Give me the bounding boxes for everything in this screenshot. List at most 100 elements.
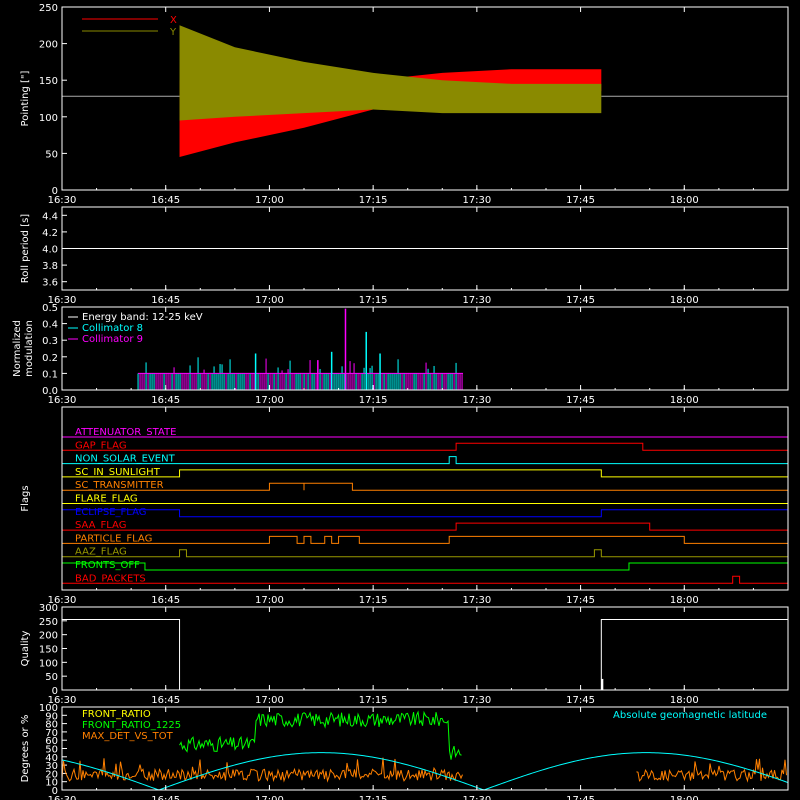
- quality-ytick-label: 200: [39, 631, 58, 642]
- quality-xtick-label: 17:15: [359, 695, 388, 706]
- pointing-ytick-label: 0: [52, 186, 58, 197]
- pointing-frame: [61, 6, 789, 191]
- modulation-xtick-label: 16:45: [151, 395, 180, 406]
- ratios-ytick-label: 40: [45, 753, 58, 764]
- quality-ytick-label: 300: [39, 603, 58, 614]
- flag-line-SAA_FLAG: [62, 522, 788, 531]
- modulation-legend-label: Energy band: 12-25 keV: [82, 312, 203, 323]
- ratios-legend-label: FRONT_RATIO_1225: [82, 720, 181, 731]
- pointing-ylabel: Pointing ["]: [20, 70, 31, 126]
- ratios-ytick-label: 80: [45, 720, 58, 731]
- flags-xtick-label: 16:30: [48, 595, 77, 606]
- roll-xtick-label: 16:45: [151, 295, 180, 306]
- pointing-ytick-label: 150: [39, 76, 58, 87]
- flags-xtick-label: 17:15: [359, 595, 388, 606]
- quality-ylabel: Quality: [20, 631, 31, 667]
- ratios-ytick-label: 70: [45, 728, 58, 739]
- quality-ytick-label: 100: [39, 658, 58, 669]
- modulation-xtick-label: 17:45: [566, 395, 595, 406]
- flags-xtick-label: 16:45: [151, 595, 180, 606]
- modulation-xtick-label: 16:30: [48, 395, 77, 406]
- ratios-ytick-label: 30: [45, 761, 58, 772]
- flags-xtick-label: 18:00: [670, 595, 699, 606]
- modulation-legend-label: Collimator 9: [82, 334, 143, 345]
- roll-ytick-label: 4.4: [42, 211, 58, 222]
- ratios-xtick-label: 16:45: [151, 795, 180, 800]
- flag-label-ATTENUATOR_STATE: ATTENUATOR_STATE: [75, 427, 176, 438]
- quality-ytick-label: 150: [39, 645, 58, 656]
- ratios-ytick-label: 90: [45, 711, 58, 722]
- flag-label-FRONTS_OFF: FRONTS_OFF: [75, 560, 140, 571]
- ratios-series-FRONT_RATIO_1225: [179, 710, 462, 760]
- roll-xtick-label: 17:30: [462, 295, 491, 306]
- flag-label-PARTICLE_FLAG: PARTICLE_FLAG: [75, 533, 152, 544]
- quality-xtick-label: 18:00: [670, 695, 699, 706]
- modulation-ytick-label: 0.5: [42, 303, 58, 314]
- roll-xtick-label: 18:00: [670, 295, 699, 306]
- roll-ytick-label: 4.0: [42, 245, 58, 256]
- pointing-legend-label: Y: [169, 27, 177, 38]
- modulation-ytick-label: 0.0: [42, 386, 58, 397]
- modulation-ytick-label: 0.4: [42, 320, 58, 331]
- quality-series: [62, 618, 788, 691]
- flag-line-ECLIPSE_FLAG: [61, 509, 789, 518]
- modulation-ylabel: Normalized: [12, 320, 23, 377]
- quality-xtick-label: 16:45: [151, 695, 180, 706]
- pointing-xtick-label: 16:45: [151, 195, 180, 206]
- flags-ylabel: Flags: [20, 485, 31, 511]
- quality-xtick-label: 17:45: [566, 695, 595, 706]
- flag-line-FRONTS_OFF: [61, 562, 789, 571]
- pointing-xtick-label: 16:30: [48, 195, 77, 206]
- quality-xtick-label: 17:00: [255, 695, 284, 706]
- pointing-ytick-label: 100: [39, 113, 58, 124]
- flag-label-GAP_FLAG: GAP_FLAG: [75, 440, 127, 451]
- ratios-ytick-label: 0: [52, 786, 58, 797]
- ratios-ytick-label: 100: [39, 703, 58, 714]
- flags-xtick-label: 17:45: [566, 595, 595, 606]
- modulation-ytick-label: 0.3: [42, 336, 58, 347]
- pointing-xtick-label: 17:45: [566, 195, 595, 206]
- flag-label-SC_IN_SUNLIGHT: SC_IN_SUNLIGHT: [75, 467, 161, 478]
- roll-frame: [61, 206, 789, 291]
- flag-label-SC_TRANSMITTER: SC_TRANSMITTER: [75, 480, 164, 491]
- modulation-ylabel: modulation: [24, 320, 35, 377]
- roll-xtick-label: 17:00: [255, 295, 284, 306]
- roll-xtick-label: 16:30: [48, 295, 77, 306]
- roll-xtick-label: 17:15: [359, 295, 388, 306]
- modulation-xtick-label: 17:15: [359, 395, 388, 406]
- roll-ytick-label: 3.8: [42, 261, 58, 272]
- pointing-ytick-label: 250: [39, 3, 58, 14]
- pointing-xtick-label: 18:00: [670, 195, 699, 206]
- ratios-xtick-label: 16:30: [48, 795, 77, 800]
- pointing-ytick-label: 200: [39, 40, 58, 51]
- flag-label-AAZ_FLAG: AAZ_FLAG: [75, 547, 127, 558]
- modulation-ytick-label: 0.2: [42, 353, 58, 364]
- flag-line-NON_SOLAR_EVENT: [62, 456, 788, 465]
- quality-xtick-label: 16:30: [48, 695, 77, 706]
- ratios-xtick-label: 17:00: [255, 795, 284, 800]
- roll-xtick-label: 17:45: [566, 295, 595, 306]
- ratios-xtick-label: 17:15: [359, 795, 388, 800]
- pointing-xtick-label: 17:00: [255, 195, 284, 206]
- ratios-legend-label: FRONT_RATIO: [82, 709, 151, 720]
- pointing-xtick-label: 17:15: [359, 195, 388, 206]
- ratios-annotation: Absolute geomagnetic latitude: [613, 710, 767, 721]
- ratios-ytick-label: 50: [45, 745, 58, 756]
- flags-xtick-label: 17:30: [462, 595, 491, 606]
- flag-line-BAD_PACKETS: [62, 575, 788, 584]
- roll-ytick-label: 3.6: [42, 278, 58, 289]
- flag-line-PARTICLE_FLAG: [62, 535, 788, 544]
- pointing-legend-label: X: [170, 15, 177, 26]
- modulation-xtick-label: 17:00: [255, 395, 284, 406]
- quality-xtick-label: 17:30: [462, 695, 491, 706]
- roll-ytick-label: 4.2: [42, 228, 58, 239]
- roll-ylabel: Roll period [s]: [20, 214, 31, 283]
- ratios-series-MAX_DET_VS_TOT: [61, 757, 787, 783]
- pointing-series-Y: [179, 25, 602, 121]
- quality-ytick-label: 0: [52, 686, 58, 697]
- ratios-ylabel: Degrees or %: [20, 715, 31, 783]
- ratios-ytick-label: 10: [45, 778, 58, 789]
- ratios-legend-label: MAX_DET_VS_TOT: [82, 731, 174, 742]
- ratios-xtick-label: 17:45: [566, 795, 595, 800]
